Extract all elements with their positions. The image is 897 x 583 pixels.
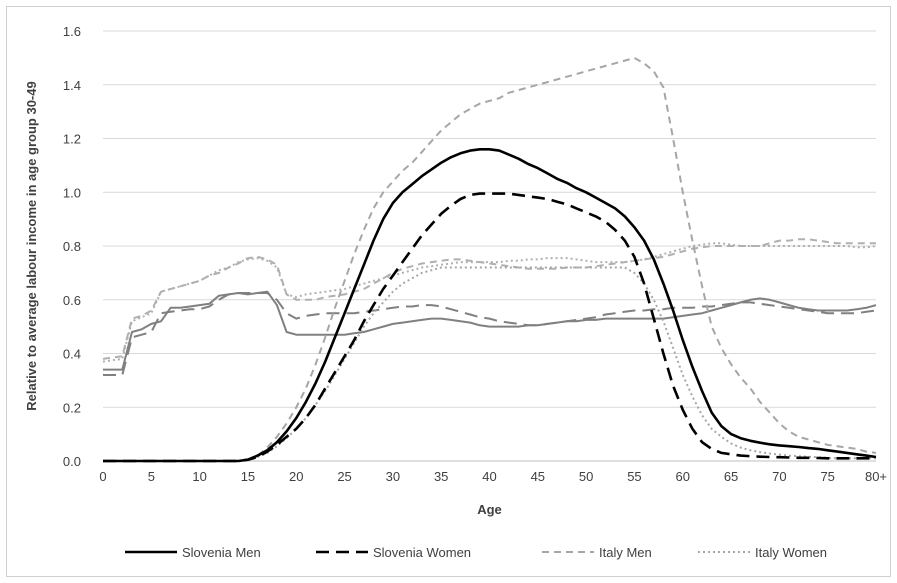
legend-label: Italy Men xyxy=(599,545,652,560)
x-tick-label: 0 xyxy=(99,469,106,484)
y-axis-label: Relative to average labour income in age… xyxy=(24,81,39,410)
legend-item: Slovenia Men xyxy=(125,545,261,560)
legend-item: Slovenia Women xyxy=(316,545,471,560)
x-tick-labels: 0 5 10 15 20 25 30 35 40 45 50 55 60 65 70 75 80+ xyxy=(99,469,887,484)
x-tick-label: 5 xyxy=(148,469,155,484)
y-tick-label: 0.0 xyxy=(63,454,81,469)
x-tick-label: 15 xyxy=(241,469,255,484)
series-line-7 xyxy=(102,242,877,363)
x-tick-label: 25 xyxy=(337,469,351,484)
x-tick-label: 75 xyxy=(820,469,834,484)
grid-lines xyxy=(103,30,876,462)
series-line-0 xyxy=(103,148,877,463)
series-lines xyxy=(102,56,877,463)
y-tick-label: 1.4 xyxy=(63,78,81,93)
legend-label: Slovenia Women xyxy=(373,545,471,560)
series-line-6 xyxy=(102,238,876,360)
x-tick-label: 80+ xyxy=(865,469,887,484)
y-tick-label: 0.8 xyxy=(63,239,81,254)
y-tick-label: 0.4 xyxy=(63,347,81,362)
x-tick-label: 60 xyxy=(676,469,690,484)
y-tick-label: 1.2 xyxy=(63,132,81,147)
legend: Slovenia Men Slovenia Women Italy Men Italy… xyxy=(125,545,827,560)
x-tick-label: 55 xyxy=(627,469,641,484)
y-tick-label: 0.6 xyxy=(63,293,81,308)
legend-item: Italy Men xyxy=(542,545,652,560)
x-tick-label: 45 xyxy=(531,469,545,484)
x-tick-label: 20 xyxy=(289,469,303,484)
x-tick-label: 50 xyxy=(579,469,593,484)
series-line-1 xyxy=(103,192,876,463)
series-line-4 xyxy=(103,290,877,371)
legend-label: Italy Women xyxy=(755,545,827,560)
y-tick-label: 1.0 xyxy=(63,185,81,200)
legend-label: Slovenia Men xyxy=(182,545,261,560)
x-tick-label: 35 xyxy=(434,469,448,484)
x-tick-label: 70 xyxy=(772,469,786,484)
legend-item: Italy Women xyxy=(698,545,827,560)
x-tick-label: 10 xyxy=(192,469,206,484)
x-tick-label: 40 xyxy=(482,469,496,484)
series-line-5 xyxy=(103,292,877,376)
y-tick-labels: 0.0 0.2 0.4 0.6 0.8 1.0 1.2 1.4 1.6 xyxy=(63,24,81,469)
y-tick-label: 1.6 xyxy=(63,24,81,39)
x-tick-label: 30 xyxy=(386,469,400,484)
y-tick-label: 0.2 xyxy=(63,400,81,415)
chart-frame xyxy=(6,6,891,577)
x-tick-label: 65 xyxy=(724,469,738,484)
series-line-3 xyxy=(103,266,876,462)
series-line-2 xyxy=(103,56,877,462)
x-axis-label: Age xyxy=(477,502,502,517)
